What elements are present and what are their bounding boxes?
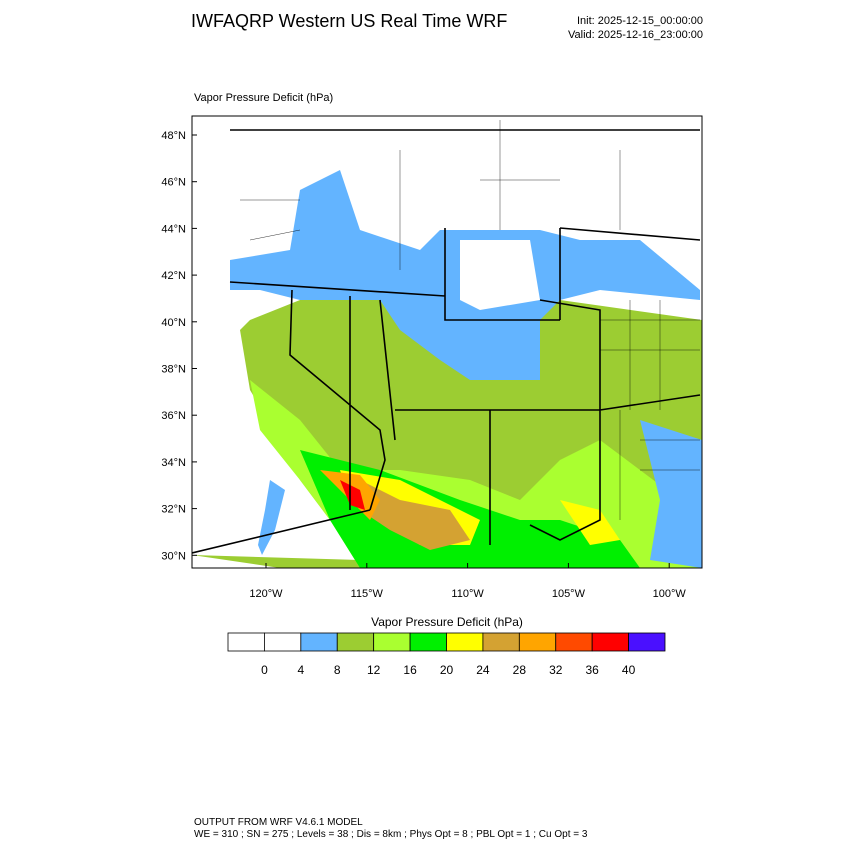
lat-tick-label: 42°N <box>161 270 186 282</box>
lon-tick-label: 110°W <box>451 588 484 600</box>
colorbar-label: 40 <box>622 663 636 677</box>
colorbar-box <box>518 632 557 652</box>
colorbar-box <box>373 632 411 652</box>
title: IWFAQRP Western US Real Time WRF <box>191 11 507 31</box>
colorbar-box <box>409 632 447 652</box>
colorbar-label: 28 <box>513 663 527 677</box>
lat-tick-label: 34°N <box>161 457 186 469</box>
colorbar-box <box>336 632 375 652</box>
colorbar-label: 20 <box>440 663 454 677</box>
map <box>191 115 703 569</box>
colorbar-label: 12 <box>367 663 381 677</box>
lat-tick-label: 38°N <box>161 364 186 376</box>
colorbar-box <box>482 632 520 652</box>
lat-tick-label: 46°N <box>161 177 186 189</box>
lon-tick-label: 120°W <box>249 588 283 600</box>
colorbar-label: 16 <box>403 663 417 677</box>
colorbar-box <box>446 632 484 652</box>
lat-tick-label: 32°N <box>161 504 186 516</box>
lat-tick-label: 48°N <box>161 130 186 142</box>
lon-tick-label: 105°W <box>552 588 586 600</box>
lat-tick-label: 40°N <box>161 317 186 329</box>
colorbar-box <box>555 632 593 652</box>
colorbar-label: 24 <box>476 663 490 677</box>
colorbar-box <box>227 632 265 652</box>
colorbar-label: 0 <box>261 663 268 677</box>
init-time: Init: 2025-12-15_00:00:00 <box>577 15 703 27</box>
colorbar-box <box>264 632 302 652</box>
colorbar-label: 8 <box>334 663 341 677</box>
colorbar-box <box>591 632 629 652</box>
lat-tick-label: 44°N <box>161 223 186 235</box>
colorbar-label: 4 <box>297 663 304 677</box>
colorbar-label: 36 <box>585 663 599 677</box>
colorbar-title: Vapor Pressure Deficit (hPa) <box>371 615 523 629</box>
footer-line: OUTPUT FROM WRF V4.6.1 MODEL <box>194 817 363 828</box>
colorbar-label: 32 <box>549 663 563 677</box>
map-label: Vapor Pressure Deficit (hPa) <box>194 92 333 104</box>
footer-line: WE = 310 ; SN = 275 ; Levels = 38 ; Dis … <box>194 829 588 840</box>
lon-tick-label: 100°W <box>653 588 687 600</box>
colorbar-box <box>300 632 338 652</box>
valid-time: Valid: 2025-12-16_23:00:00 <box>568 29 703 41</box>
colorbar-box <box>628 632 666 652</box>
lat-tick-label: 36°N <box>161 410 186 422</box>
lat-tick-label: 30°N <box>161 550 186 562</box>
lon-tick-label: 115°W <box>351 588 384 600</box>
